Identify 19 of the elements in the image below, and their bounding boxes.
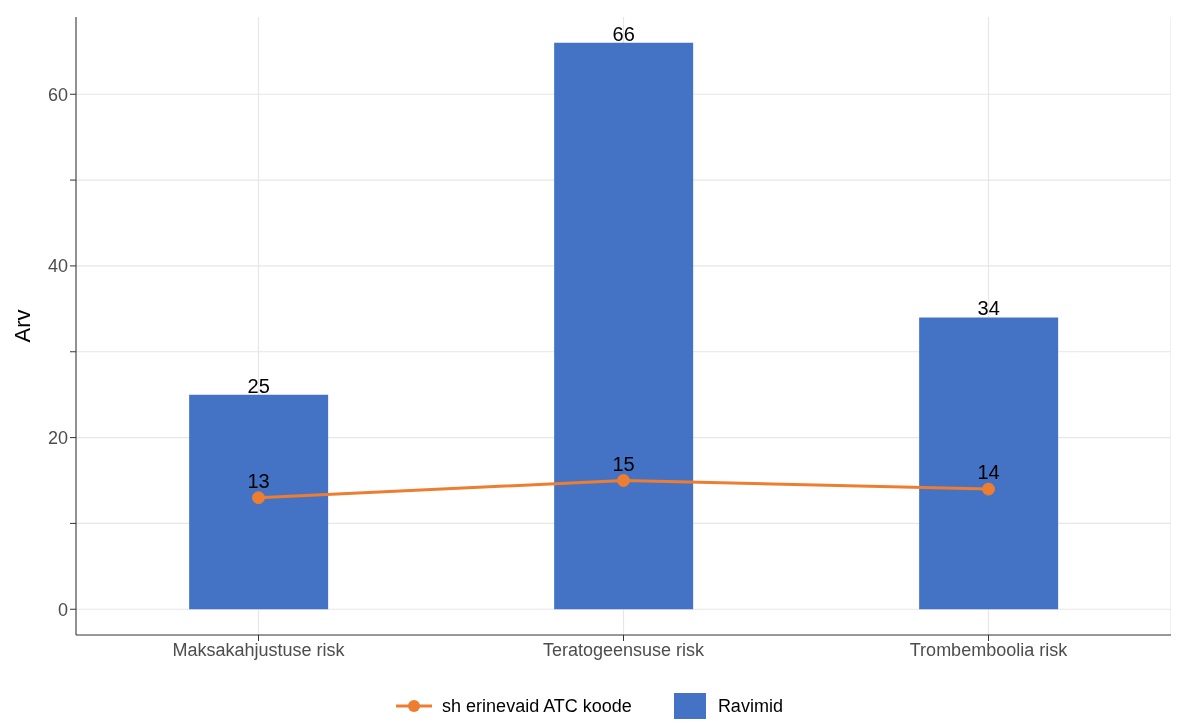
data-label: 15 bbox=[612, 452, 635, 475]
data-label: 13 bbox=[247, 469, 270, 492]
y-axis-title: Arv bbox=[9, 309, 35, 343]
y-tick-label: 40 bbox=[47, 256, 68, 277]
bar bbox=[189, 394, 329, 610]
data-label: 34 bbox=[977, 297, 1000, 320]
y-tick-label: 0 bbox=[57, 599, 68, 620]
legend-label: sh erinevaid ATC koode bbox=[442, 695, 632, 717]
data-label: 14 bbox=[977, 461, 1000, 484]
y-tick-label: 60 bbox=[47, 84, 68, 105]
x-tick-label: Trombemboolia risk bbox=[909, 639, 1069, 660]
data-label: 25 bbox=[247, 374, 270, 397]
bar bbox=[919, 317, 1059, 610]
y-tick-label: 20 bbox=[47, 427, 68, 448]
legend-label: Ravimid bbox=[717, 695, 783, 717]
x-tick-label: Maksakahjustuse risk bbox=[172, 639, 346, 660]
x-tick-label: Teratogeensuse risk bbox=[542, 639, 706, 660]
bar bbox=[554, 42, 694, 610]
data-label: 66 bbox=[612, 22, 635, 45]
